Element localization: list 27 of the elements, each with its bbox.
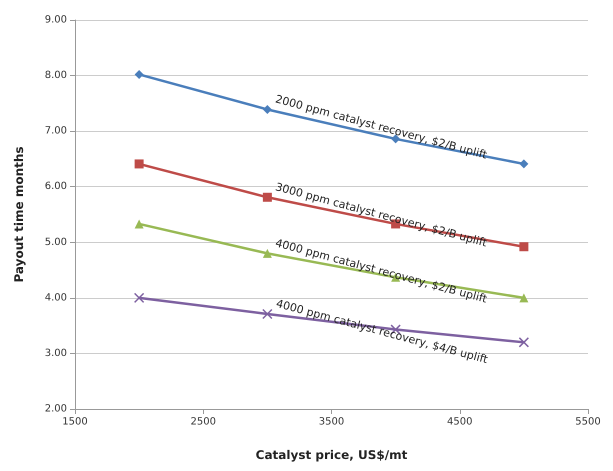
x-tick-label: 2500 xyxy=(190,416,216,428)
point xyxy=(518,337,530,348)
point xyxy=(519,293,528,302)
point xyxy=(262,104,272,114)
point xyxy=(262,248,272,258)
y-tick-label: 4.00 xyxy=(44,292,67,304)
y-tick-label: 2.00 xyxy=(44,404,67,414)
y-tick-label: 8.00 xyxy=(44,70,67,82)
point xyxy=(134,292,144,304)
x-tick-label: 1500 xyxy=(62,416,88,428)
point xyxy=(262,192,272,202)
y-tick-label: 9.00 xyxy=(44,14,67,26)
x-tick-label: 5500 xyxy=(575,416,601,428)
y-tick-label: 3.00 xyxy=(44,348,67,359)
point xyxy=(134,70,144,79)
point xyxy=(134,219,144,228)
point xyxy=(134,159,144,168)
y-tick-label: 7.00 xyxy=(44,126,67,137)
y-tick-label: 5.00 xyxy=(44,236,67,248)
y-axis-title: Payout time months xyxy=(12,146,26,283)
point xyxy=(519,159,528,168)
y-tick-label: 6.00 xyxy=(44,181,67,192)
x-axis-title: Catalyst price, US$/mt xyxy=(256,448,408,462)
x-tick-label: 4500 xyxy=(447,416,472,428)
point xyxy=(519,242,528,252)
point xyxy=(262,308,273,320)
x-tick-label: 3500 xyxy=(318,416,344,428)
